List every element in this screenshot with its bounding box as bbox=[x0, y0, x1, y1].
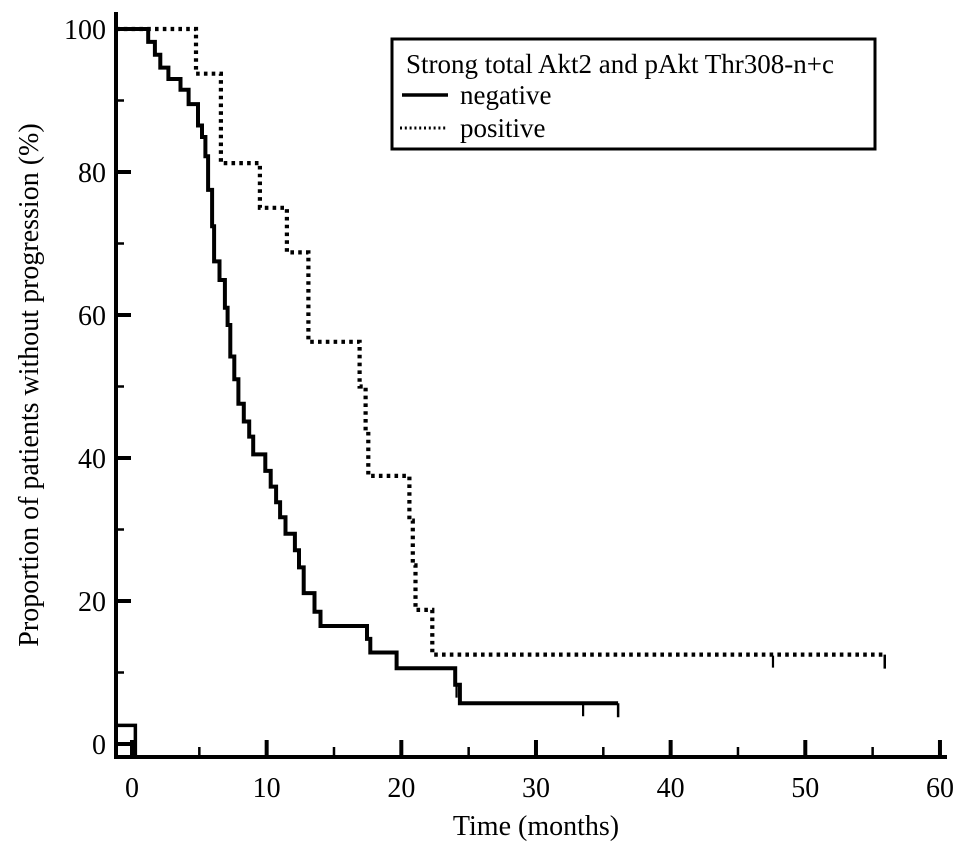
x-axis-title: Time (months) bbox=[453, 811, 619, 842]
y-tick-label: 60 bbox=[78, 301, 106, 332]
x-tick-label: 10 bbox=[253, 773, 281, 804]
y-tick-label: 80 bbox=[78, 158, 106, 189]
y-tick-label: 0 bbox=[92, 730, 106, 761]
y-axis-title: Proportion of patients without progressi… bbox=[14, 123, 45, 646]
legend-box bbox=[390, 37, 877, 151]
x-tick-label: 20 bbox=[387, 773, 415, 804]
y-tick-labels: 0 20 40 60 80 100 bbox=[64, 15, 106, 761]
y-tick-label: 20 bbox=[78, 587, 106, 618]
origin-marker bbox=[116, 723, 138, 755]
x-tick-label: 60 bbox=[926, 773, 954, 804]
x-tick-labels: 0 10 20 30 40 50 60 bbox=[125, 773, 954, 804]
x-tick-label: 50 bbox=[791, 773, 819, 804]
y-ticks bbox=[115, 27, 131, 746]
positive-censor-ticks bbox=[771, 654, 886, 669]
y-tick-label: 40 bbox=[78, 444, 106, 475]
x-ticks bbox=[130, 740, 942, 756]
x-tick-label: 0 bbox=[125, 773, 139, 804]
x-tick-label: 40 bbox=[657, 773, 685, 804]
x-tick-label: 30 bbox=[522, 773, 550, 804]
curves bbox=[116, 26, 886, 718]
negative-curve bbox=[116, 27, 619, 706]
legend-title: Strong total Akt2 and pAkt Thr308-n+c bbox=[406, 49, 834, 79]
legend-label-positive: positive bbox=[460, 113, 546, 143]
legend-label-negative: negative bbox=[460, 80, 551, 110]
y-tick-label: 100 bbox=[64, 15, 106, 46]
negative-censor-ticks bbox=[455, 685, 620, 718]
positive-curve bbox=[116, 26, 885, 657]
legend: Strong total Akt2 and pAkt Thr308-n+c ne… bbox=[390, 37, 877, 151]
